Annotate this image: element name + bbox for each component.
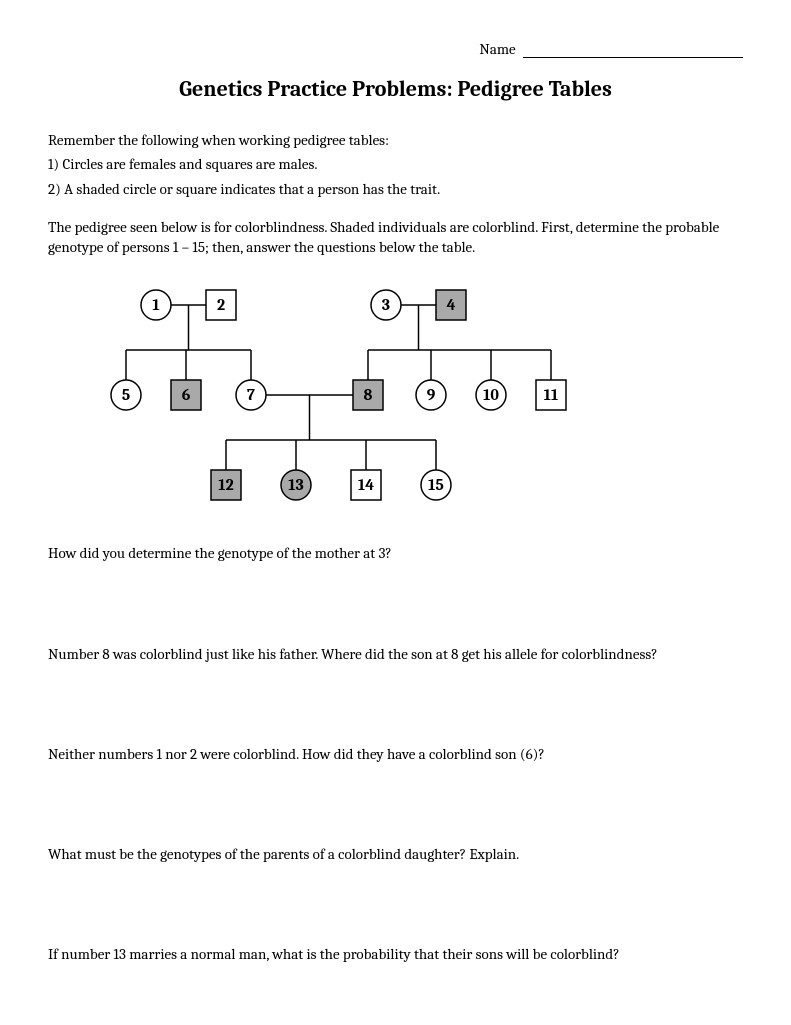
svg-text:1: 1 (152, 296, 159, 314)
svg-text:5: 5 (122, 386, 130, 404)
intro-rule-2: 2) A shaded circle or square indicates t… (48, 179, 743, 199)
name-line: Name (48, 40, 743, 58)
name-blank[interactable] (523, 57, 743, 58)
svg-text:12: 12 (218, 476, 233, 494)
svg-text:6: 6 (182, 386, 191, 404)
svg-text:15: 15 (428, 476, 444, 494)
svg-text:14: 14 (358, 476, 374, 494)
question-1: How did you determine the genotype of th… (48, 543, 743, 563)
intro-block: Remember the following when working pedi… (48, 130, 743, 199)
worksheet-page: Name Genetics Practice Problems: Pedigre… (0, 0, 791, 1025)
svg-text:9: 9 (427, 386, 436, 404)
pedigree-svg: 123456789101112131415 (106, 275, 646, 515)
svg-text:10: 10 (483, 386, 499, 404)
svg-text:13: 13 (288, 476, 303, 494)
svg-text:7: 7 (247, 386, 255, 404)
intro-rule-1: 1) Circles are females and squares are m… (48, 154, 743, 174)
question-5: If number 13 marries a normal man, what … (48, 944, 743, 964)
svg-text:3: 3 (382, 296, 390, 314)
question-2: Number 8 was colorblind just like his fa… (48, 644, 743, 664)
name-label: Name (479, 40, 515, 58)
context-text: The pedigree seen below is for colorblin… (48, 217, 743, 258)
svg-text:8: 8 (364, 386, 373, 404)
question-3: Neither numbers 1 nor 2 were colorblind.… (48, 744, 743, 764)
svg-text:2: 2 (217, 296, 225, 314)
question-4: What must be the genotypes of the parent… (48, 844, 743, 864)
svg-text:4: 4 (447, 296, 456, 314)
context-block: The pedigree seen below is for colorblin… (48, 217, 743, 258)
intro-lead: Remember the following when working pedi… (48, 130, 743, 150)
svg-text:11: 11 (544, 386, 559, 404)
pedigree-diagram: 123456789101112131415 (106, 275, 743, 515)
page-title: Genetics Practice Problems: Pedigree Tab… (48, 76, 743, 102)
